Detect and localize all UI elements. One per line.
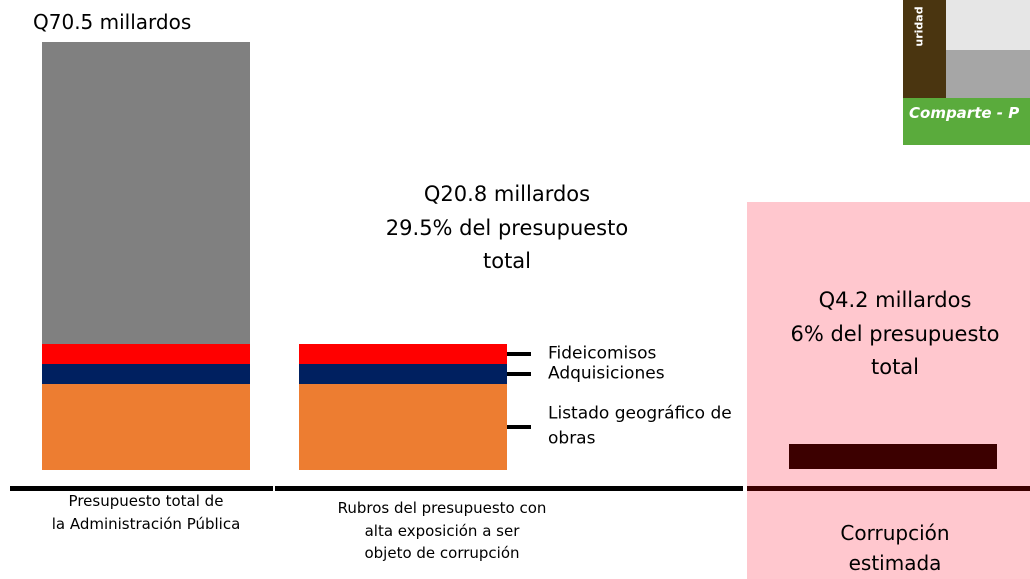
baseline (747, 486, 1030, 491)
legend-label: Listado geográfico de obras (548, 403, 732, 449)
legend-tick (507, 351, 531, 356)
image-banner-text: Comparte - P (909, 104, 1020, 122)
image-gray (946, 50, 1030, 100)
annotation: Q70.5 millardos (33, 10, 192, 34)
baseline (10, 486, 273, 491)
bar-segment (42, 363, 250, 384)
category-label: Corrupción estimada (840, 521, 950, 575)
legend-tick (507, 424, 531, 429)
bar-segment (42, 343, 250, 364)
bar-segment (299, 383, 507, 470)
bar-segment (299, 363, 507, 384)
image-banner (903, 98, 1030, 145)
baseline (275, 486, 743, 491)
legend-tick (507, 371, 531, 376)
category-label: Rubros del presupuesto con alta exposici… (337, 499, 547, 562)
annotation: Q20.8 millardos 29.5% del presupuesto to… (385, 182, 629, 274)
bar-segment (42, 42, 250, 344)
bar-segment (789, 444, 997, 470)
annotation: Q4.2 millardos 6% del presupuesto total (790, 288, 1000, 380)
category-label: Presupuesto total de la Administración P… (51, 492, 241, 533)
bar-segment (299, 343, 507, 364)
image-strip (903, 0, 946, 100)
highlight-panel (747, 202, 1030, 579)
corner-image: uridad Comparte - P (903, 0, 1030, 145)
legend-label: Fideicomisos (548, 342, 657, 363)
bar-segment (42, 383, 250, 470)
legend-label: Adquisiciones (548, 363, 665, 384)
